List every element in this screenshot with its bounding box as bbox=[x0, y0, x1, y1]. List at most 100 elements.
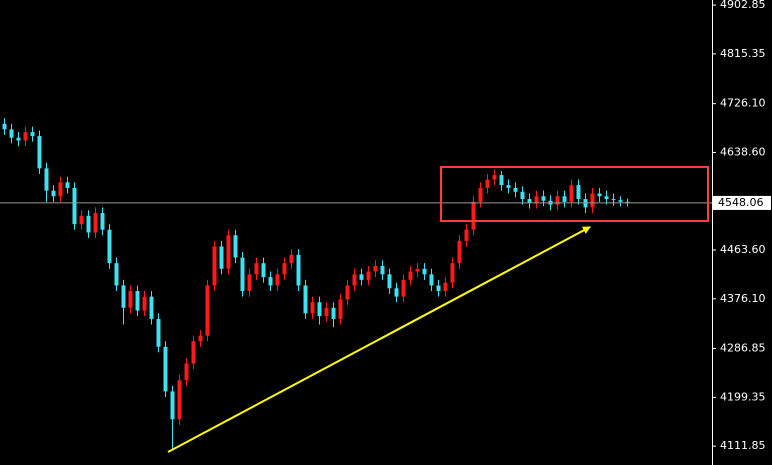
candle-body bbox=[618, 200, 623, 202]
candle-body bbox=[359, 274, 364, 280]
candle-body bbox=[387, 274, 392, 289]
last-price-label: 4548.06 bbox=[718, 196, 764, 209]
candle-body bbox=[366, 271, 371, 280]
candle-body bbox=[506, 185, 511, 188]
candle-body bbox=[324, 307, 329, 317]
y-tick-label: 4726.10 bbox=[720, 97, 766, 110]
candle-body bbox=[436, 285, 441, 292]
trend-arrow bbox=[167, 226, 591, 453]
candle-body bbox=[184, 363, 189, 381]
candle-body bbox=[93, 212, 98, 233]
candle-body bbox=[107, 229, 112, 264]
candle-body bbox=[9, 129, 14, 138]
candle-body bbox=[338, 299, 343, 319]
last-price-box bbox=[713, 195, 771, 210]
y-tick-label: 4199.35 bbox=[720, 390, 766, 403]
candle-body bbox=[128, 291, 133, 308]
candle-body bbox=[394, 288, 399, 297]
candle-body bbox=[275, 274, 280, 286]
y-tick-label: 4815.35 bbox=[720, 47, 766, 60]
candle-body bbox=[604, 196, 609, 200]
candle-body bbox=[191, 341, 196, 364]
candle-body bbox=[401, 279, 406, 297]
candle-body bbox=[149, 296, 154, 319]
candle-body bbox=[170, 391, 175, 420]
candle-body bbox=[492, 175, 497, 180]
candle-body bbox=[464, 229, 469, 241]
candle-body bbox=[317, 302, 322, 317]
candle-body bbox=[86, 215, 91, 233]
candle-body bbox=[65, 182, 70, 188]
candle-body bbox=[121, 285, 126, 308]
candle-body bbox=[478, 187, 483, 202]
y-tick-label: 4286.85 bbox=[720, 342, 766, 355]
plot bbox=[0, 118, 712, 450]
candle-body bbox=[58, 182, 63, 197]
candle-body bbox=[569, 185, 574, 202]
candle-body bbox=[625, 201, 630, 203]
candle-body bbox=[534, 196, 539, 203]
candle-body bbox=[212, 246, 217, 286]
candle-body bbox=[373, 265, 378, 272]
candle-body bbox=[205, 285, 210, 336]
candle-body bbox=[597, 193, 602, 197]
candle-body bbox=[443, 282, 448, 292]
candle-body bbox=[415, 268, 420, 272]
candle-body bbox=[23, 132, 28, 141]
candle-body bbox=[296, 254, 301, 286]
candle-body bbox=[44, 168, 49, 191]
candle-body bbox=[513, 187, 518, 192]
candle-body bbox=[233, 235, 238, 258]
candle-body bbox=[142, 296, 147, 311]
candle-body bbox=[562, 196, 567, 202]
candle-body bbox=[499, 175, 504, 186]
candle-body bbox=[331, 307, 336, 319]
candle-body bbox=[219, 246, 224, 269]
candle-body bbox=[520, 191, 525, 200]
candle-body bbox=[555, 196, 560, 205]
y-tick-label: 4463.60 bbox=[720, 243, 766, 256]
candle-body bbox=[37, 136, 42, 169]
candle-body bbox=[590, 193, 595, 208]
candle-body bbox=[289, 254, 294, 264]
candle-body bbox=[408, 271, 413, 280]
candle-body bbox=[611, 199, 616, 201]
candle-body bbox=[380, 265, 385, 275]
candle-body bbox=[247, 274, 252, 292]
y-tick-label: 4111.85 bbox=[720, 439, 766, 452]
candle-body bbox=[156, 318, 161, 347]
y-tick-label: 4376.10 bbox=[720, 292, 766, 305]
y-tick-label: 4638.60 bbox=[720, 145, 766, 158]
candle-body bbox=[450, 263, 455, 283]
candle-body bbox=[198, 335, 203, 342]
y-tick-label: 4902.85 bbox=[720, 0, 766, 11]
candle-body bbox=[254, 263, 259, 275]
candle-body bbox=[16, 137, 21, 141]
price-axis: 4111.85 4199.35 4286.85 4376.10 4463.60 4638.… bbox=[712, 0, 771, 452]
candle-body bbox=[177, 380, 182, 420]
candle-body bbox=[310, 302, 315, 314]
candle-body bbox=[527, 199, 532, 203]
candle-body bbox=[2, 123, 7, 130]
candle-body bbox=[345, 285, 350, 300]
candle-body bbox=[429, 274, 434, 286]
candle-body bbox=[576, 185, 581, 200]
candle-body bbox=[261, 263, 266, 278]
candle-body bbox=[352, 274, 357, 286]
candle-body bbox=[471, 201, 476, 230]
candle-body bbox=[240, 257, 245, 292]
candle-body bbox=[226, 235, 231, 269]
candle-body bbox=[51, 190, 56, 197]
consolidation-box bbox=[440, 166, 709, 222]
candle-body bbox=[282, 263, 287, 275]
candle-body bbox=[268, 277, 273, 286]
candle-body bbox=[100, 212, 105, 230]
candle-body bbox=[485, 179, 490, 188]
candle-body bbox=[114, 263, 119, 286]
candle-body bbox=[79, 215, 84, 225]
candle-body bbox=[541, 196, 546, 201]
candle-body bbox=[30, 132, 35, 137]
